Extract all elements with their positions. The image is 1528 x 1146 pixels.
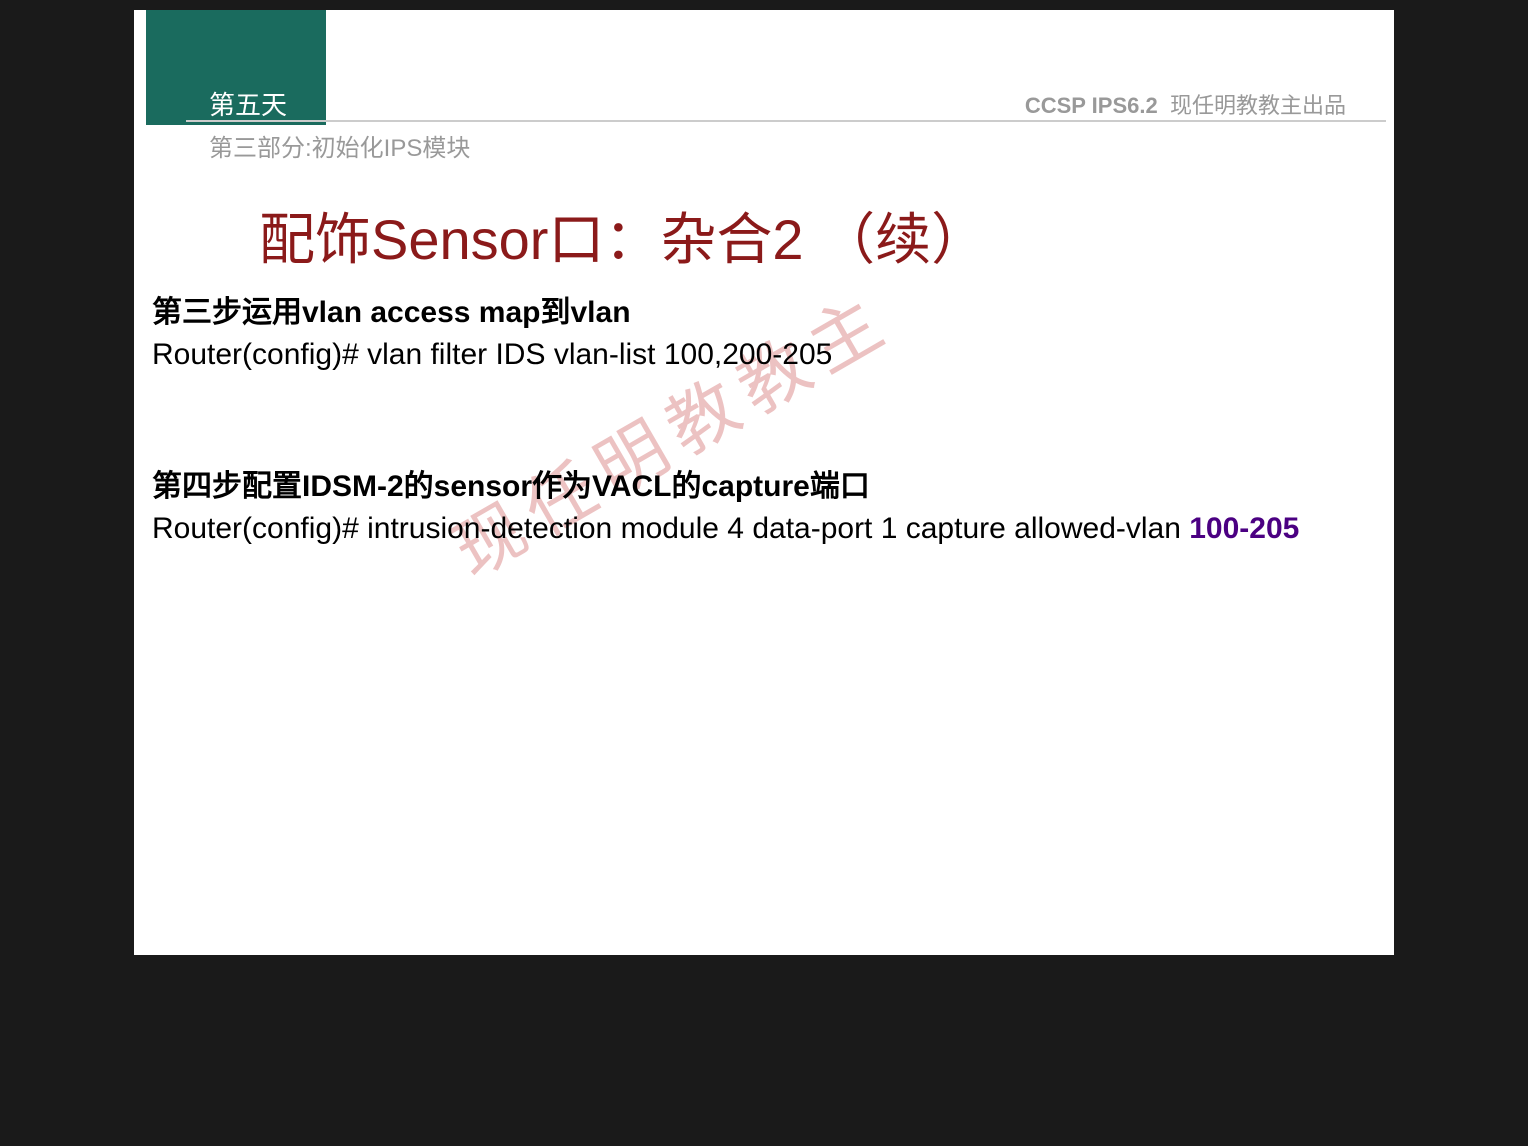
- course-label: CCSP IPS6.2 现任明教教主出品: [1025, 88, 1346, 120]
- slide-title: 配饰Sensor口：杂合2 （续）: [259, 195, 987, 276]
- step3-heading: 第三步运用vlan access map到vlan: [152, 292, 1394, 334]
- step4-cmd-highlight: 100-205: [1189, 512, 1299, 545]
- header-divider: [186, 120, 1386, 122]
- course-author-text: 现任明教教主出品: [1170, 93, 1346, 118]
- day-label: 第五天: [209, 85, 287, 122]
- step4-cmd-text: Router(config)# intrusion-detection modu…: [152, 512, 1189, 545]
- slide: 第五天 第三部分:初始化IPS模块 CCSP IPS6.2 现任明教教主出品 配…: [134, 10, 1394, 955]
- slide-body: 第三步运用vlan access map到vlan Router(config)…: [152, 292, 1394, 550]
- course-code: CCSP IPS6.2: [1025, 93, 1158, 118]
- step4-command: Router(config)# intrusion-detection modu…: [152, 508, 1394, 550]
- step3-command: Router(config)# vlan filter IDS vlan-lis…: [152, 334, 1394, 376]
- step4-heading: 第四步配置IDSM-2的sensor作为VACL的capture端口: [152, 466, 1394, 508]
- section-label: 第三部分:初始化IPS模块: [209, 128, 470, 163]
